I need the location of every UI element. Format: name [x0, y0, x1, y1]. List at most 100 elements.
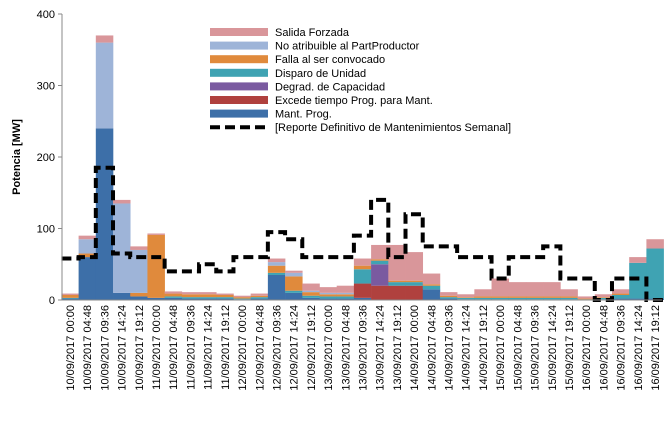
x-tick-label: 13/09/2017 19:12 — [392, 305, 404, 391]
legend-swatch — [210, 41, 268, 50]
area-segment — [130, 246, 148, 250]
area-segment — [422, 273, 441, 285]
area-segment — [560, 296, 578, 298]
area-segment — [474, 296, 492, 298]
area-segment — [577, 298, 596, 300]
x-tick-label: 11/09/2017 04:48 — [168, 305, 180, 390]
area-segment — [285, 290, 303, 293]
area-segment — [78, 253, 97, 258]
x-tick-label: 16/09/2017 09:36 — [616, 305, 628, 391]
area-segment — [95, 42, 114, 129]
area-segment — [371, 260, 389, 265]
area-segment — [388, 244, 406, 281]
area-segment — [353, 297, 372, 300]
legend-swatch — [210, 55, 268, 64]
area-segment — [560, 289, 578, 297]
area-segment — [78, 235, 97, 240]
area-segment — [491, 297, 510, 300]
area-segment — [61, 294, 79, 298]
area-segment — [95, 128, 114, 300]
x-tick-label: 14/09/2017 04:48 — [426, 305, 438, 391]
area-segment — [629, 298, 647, 300]
area-segment — [302, 292, 320, 296]
x-tick-label: 11/09/2017 09:36 — [185, 305, 197, 390]
area-segment — [371, 285, 389, 300]
area-segment — [267, 262, 286, 266]
area-segment — [371, 259, 389, 261]
area-segment — [336, 296, 355, 299]
area-segment — [405, 280, 424, 283]
area-segment — [543, 297, 561, 300]
y-tick-label: 400 — [37, 9, 55, 21]
area-segment — [147, 234, 165, 298]
area-segment — [439, 298, 458, 300]
x-tick-label: 16/09/2017 14:24 — [633, 305, 645, 391]
area-segment — [508, 282, 527, 297]
x-tick-label: 12/09/2017 09:36 — [271, 305, 283, 391]
area-segment — [560, 297, 578, 300]
area-segment — [319, 298, 337, 300]
area-segment — [353, 283, 372, 298]
area-segment — [371, 244, 389, 260]
area-segment — [233, 297, 251, 299]
area-segment — [629, 262, 647, 299]
area-segment — [267, 258, 286, 263]
area-segment — [199, 292, 217, 295]
area-segment — [646, 239, 664, 249]
x-tick-label: 10/09/2017 00:00 — [65, 305, 77, 391]
area-segment — [439, 297, 458, 299]
area-segment — [319, 287, 337, 293]
x-tick-label: 14/09/2017 09:36 — [444, 305, 456, 391]
area-segment — [508, 297, 527, 300]
legend-label: Excede tiempo Prog. para Mant. — [275, 95, 433, 107]
legend-swatch — [210, 82, 268, 91]
area-segment — [336, 285, 355, 293]
area-segment — [422, 284, 441, 286]
area-segment — [405, 282, 424, 286]
x-tick-label: 13/09/2017 00:00 — [323, 305, 335, 391]
x-tick-label: 13/09/2017 09:36 — [358, 305, 370, 391]
area-segment — [216, 297, 234, 299]
area-segment — [336, 292, 355, 295]
area-segment — [646, 248, 664, 299]
area-segment — [611, 289, 630, 294]
area-segment — [525, 296, 544, 298]
area-segment — [181, 294, 200, 298]
area-segment — [164, 291, 183, 294]
area-segment — [285, 272, 303, 277]
area-segment — [543, 282, 561, 297]
x-tick-label: 12/09/2017 00:00 — [237, 305, 249, 391]
area-segment — [130, 296, 148, 300]
area-segment — [594, 297, 613, 298]
area-segment — [508, 296, 527, 298]
area-segment — [594, 297, 613, 300]
area-segment — [285, 270, 303, 273]
legend-label: [Reporte Definitivo de Mantenimientos Se… — [275, 122, 511, 134]
area-segment — [147, 233, 165, 235]
area-segment — [250, 297, 269, 299]
area-segment — [543, 296, 561, 298]
area-segment — [181, 292, 200, 295]
area-segment — [319, 292, 337, 295]
legend-label: Mant. Prog. — [275, 109, 332, 121]
area-segment — [336, 294, 355, 297]
area-segment — [181, 298, 200, 300]
area-segment — [302, 295, 320, 298]
x-tick-label: 16/09/2017 04:48 — [598, 305, 610, 391]
x-tick-label: 15/09/2017 14:24 — [547, 305, 559, 391]
area-segment — [61, 298, 79, 300]
x-tick-label: 13/09/2017 14:24 — [375, 305, 387, 391]
area-segment — [388, 285, 406, 300]
area-segment — [405, 285, 424, 300]
area-segment — [267, 272, 286, 275]
area-segment — [525, 282, 544, 297]
area-segment — [95, 35, 114, 43]
x-tick-label: 11/09/2017 19:12 — [220, 305, 232, 390]
x-tick-label: 15/09/2017 00:00 — [495, 305, 507, 391]
area-segment — [61, 297, 79, 299]
legend-swatch — [210, 68, 268, 77]
area-segment — [164, 293, 183, 297]
area-segment — [250, 295, 269, 298]
area-segment — [525, 297, 544, 300]
